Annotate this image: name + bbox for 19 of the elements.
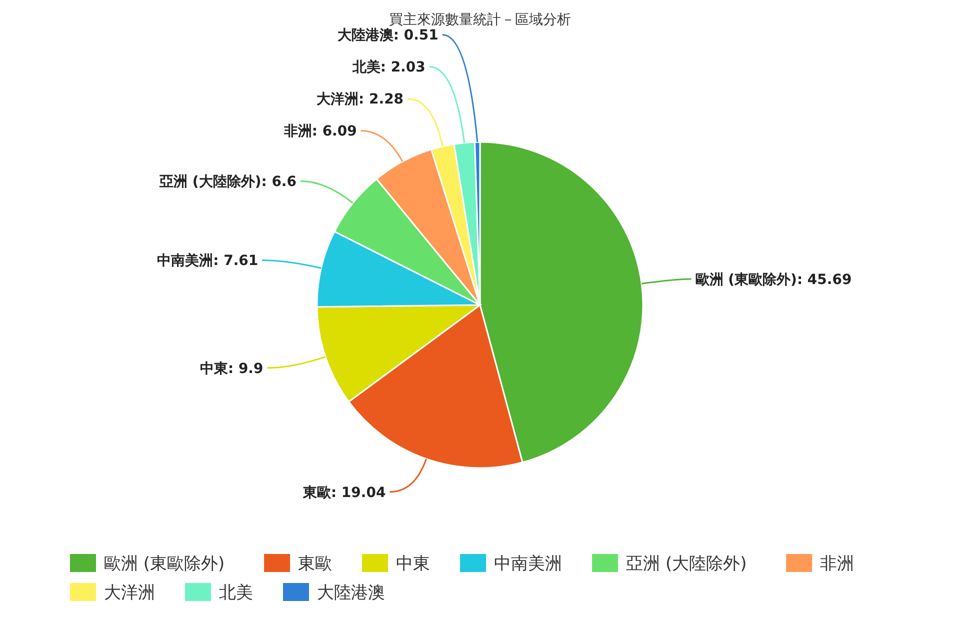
legend-label: 中南美洲 [494, 554, 562, 574]
legend-label: 東歐 [298, 554, 332, 574]
data-label: 大陸港澳: 0.51 [337, 28, 438, 44]
data-label: 亞洲 (大陸除外): 6.6 [158, 174, 297, 190]
legend-label: 歐洲 (東歐除外) [104, 554, 225, 574]
legend-label: 非洲 [820, 554, 854, 574]
data-label: 歐洲 (東歐除外): 45.69 [695, 272, 852, 288]
data-label: 中東: 9.9 [200, 360, 264, 377]
data-label: 中南美洲: 7.61 [157, 252, 258, 270]
legend-label: 亞洲 (大陸除外) [626, 554, 747, 574]
chart-title: 買主來源數量統計－區域分析 [389, 12, 571, 28]
legend-label: 中東 [396, 554, 430, 574]
data-label: 非洲: 6.09 [282, 124, 357, 140]
data-label: 東歐: 19.04 [302, 484, 386, 501]
legend-label: 大洋洲 [104, 582, 155, 603]
data-label: 大洋洲: 2.28 [316, 92, 404, 108]
legend-label: 大陸港澳 [317, 582, 385, 603]
data-label: 北美: 2.03 [351, 58, 426, 76]
legend-label: 北美 [219, 582, 253, 603]
